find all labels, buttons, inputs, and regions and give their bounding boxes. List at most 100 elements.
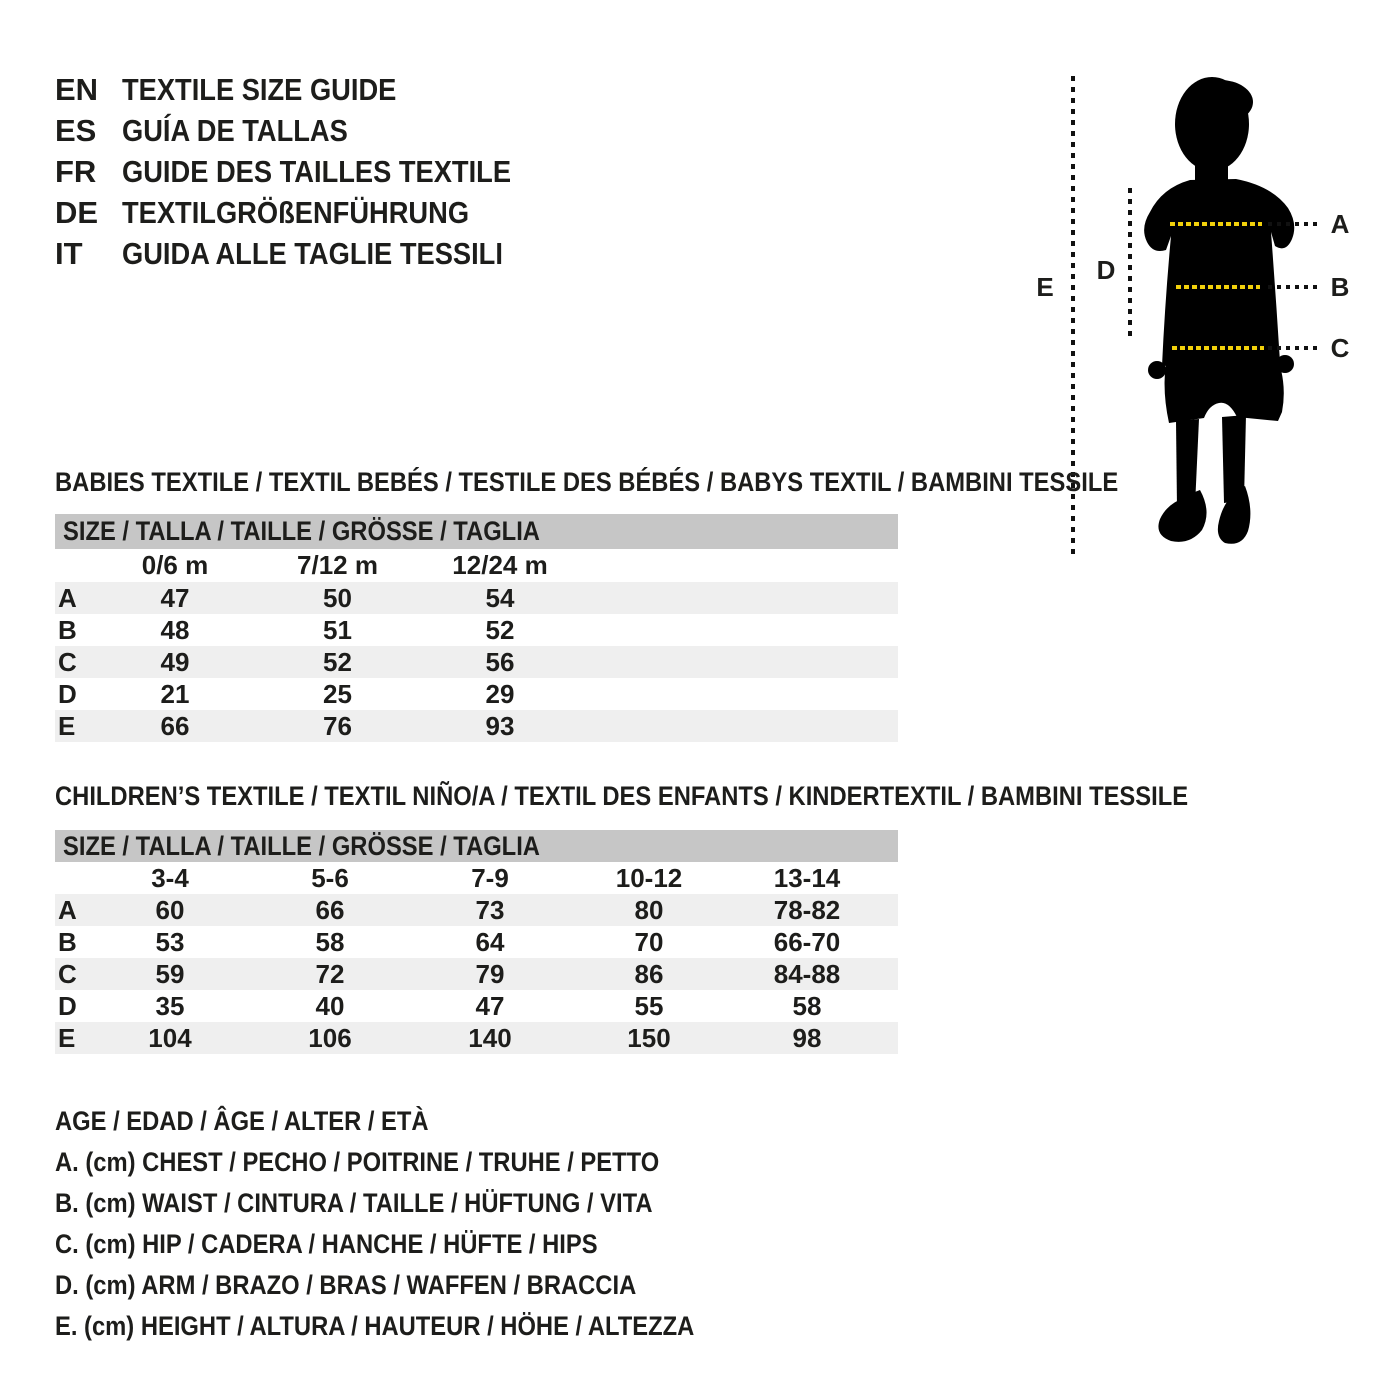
language-row-it: IT GUIDA ALLE TAGLIE TESSILI [55,233,564,274]
value-cell: 25 [323,678,352,709]
value-cell: 59 [155,958,185,989]
value-cell: 58 [792,990,822,1021]
guide-title-es: GUÍA DE TALLAS [122,113,348,148]
value-cell: 50 [323,582,352,613]
row-label: D [58,678,77,709]
column-header: 7/12 m [297,550,378,580]
legend-waist-line: B. (cm) WAIST / CINTURA / TAILLE / HÜFTU… [55,1183,781,1224]
language-row-es: ES GUÍA DE TALLAS [55,110,564,151]
black-dot-segment [1268,346,1322,350]
row-label: A [58,582,77,613]
table-row-c: C 59 72 79 86 84-88 [55,958,898,990]
legend-age-line: AGE / EDAD / ÂGE / ALTER / ETÀ [55,1101,781,1142]
language-code: EN [55,72,99,107]
value-cell: 52 [485,614,515,645]
column-header: 5-6 [311,862,349,893]
babies-section-title-text: BABIES TEXTILE / TEXTIL BEBÉS / TESTILE … [55,467,1119,497]
legend-hip-line: C. (cm) HIP / CADERA / HANCHE / HÜFTE / … [55,1224,781,1265]
language-code: DE [55,195,99,230]
guide-title-en: TEXTILE SIZE GUIDE [122,72,397,107]
row-label: B [58,926,77,957]
value-cell: 70 [634,926,664,957]
value-cell: 53 [155,926,185,957]
value-cell: 60 [155,894,185,925]
babies-size-header-bar: SIZE / TALLA / TAILLE / GRÖSSE / TAGLIA [55,514,898,549]
table-row-d: D 35 40 47 55 58 [55,990,898,1022]
value-cell: 48 [160,614,190,645]
child-silhouette-icon [1144,77,1295,544]
guide-title-it: GUIDA ALLE TAGLIE TESSILI [122,236,503,271]
legend-arm-text: D. (cm) ARM / BRAZO / BRAS / WAFFEN / BR… [55,1270,637,1300]
size-header-text: SIZE / TALLA / TAILLE / GRÖSSE / TAGLIA [63,830,540,861]
black-dot-segment [1268,285,1322,289]
value-cell: 52 [323,646,352,677]
value-cell: 49 [160,646,190,677]
value-cell: 47 [475,990,505,1021]
waist-measure-line-b [1020,285,1395,289]
value-cell: 93 [485,710,515,741]
yellow-dash-segment [1172,346,1264,350]
value-cell: 104 [148,1022,192,1053]
legend-arm-line: D. (cm) ARM / BRAZO / BRAS / WAFFEN / BR… [55,1265,781,1306]
babies-column-headers: 0/6 m 7/12 m 12/24 m [55,549,898,582]
height-dotted-line-e [1071,76,1075,554]
table-row-e: E 104 106 140 150 98 [55,1022,898,1054]
children-size-header-bar: SIZE / TALLA / TAILLE / GRÖSSE / TAGLIA [55,830,898,862]
table-row-e: E 66 76 93 [55,710,898,742]
measure-label-a: A [1330,209,1350,239]
value-cell: 73 [475,894,505,925]
value-cell: 35 [155,990,185,1021]
value-cell: 66 [160,710,190,741]
value-cell: 150 [627,1022,671,1053]
babies-table-body: A 47 50 54 B 48 51 52 C 49 52 56 D [55,582,898,742]
guide-title-fr: GUIDE DES TAILLES TEXTILE [122,154,512,189]
value-cell: 98 [792,1022,822,1053]
table-row-a: A 47 50 54 [55,582,898,614]
table-row-c: C 49 52 56 [55,646,898,678]
value-cell: 64 [475,926,505,957]
measure-label-b: B [1330,272,1350,302]
value-cell: 56 [485,646,515,677]
guide-title-de: TEXTILGRÖßENFÜHRUNG [122,195,470,230]
column-header: 12/24 m [452,550,548,580]
value-cell: 76 [323,710,352,741]
column-header: 0/6 m [141,550,209,580]
header-row: 3-4 5-6 7-9 10-12 13-14 [55,862,898,894]
value-cell: 51 [323,614,352,645]
language-title-block: EN TEXTILE SIZE GUIDE ES GUÍA DE TALLAS … [55,69,564,274]
value-cell: 54 [485,582,515,613]
measure-label-d: D [1096,255,1116,285]
children-section-title-text: CHILDREN’S TEXTILE / TEXTIL NIÑO/A / TEX… [55,781,1189,811]
value-cell: 80 [634,894,664,925]
black-dot-segment [1268,222,1322,226]
measure-label-c: C [1330,333,1350,363]
babies-textile-section: BABIES TEXTILE / TEXTIL BEBÉS / TESTILE … [55,466,1118,756]
table-row-a: A 60 66 73 80 78-82 [55,894,898,926]
children-column-headers: 3-4 5-6 7-9 10-12 13-14 [55,862,898,894]
measurement-figure: A B C D E [1020,60,1395,585]
table-row-b: B 48 51 52 [55,614,898,646]
legend-height-text: E. (cm) HEIGHT / ALTURA / HAUTEUR / HÖHE… [55,1311,695,1341]
row-label: C [58,958,77,989]
value-cell: 47 [160,582,190,613]
value-cell: 58 [315,926,345,957]
row-label: E [58,1022,76,1053]
language-code: FR [55,154,97,189]
table-row-b: B 53 58 64 70 66-70 [55,926,898,958]
value-cell: 29 [485,678,515,709]
value-cell: 72 [315,958,345,989]
value-cell: 66-70 [773,926,841,957]
language-code: IT [55,236,83,271]
hip-measure-line-c [1020,346,1395,350]
row-label: C [58,646,77,677]
value-cell: 21 [160,678,190,709]
chest-measure-line-a [1020,222,1395,226]
value-cell: 40 [315,990,345,1021]
legend-height-line: E. (cm) HEIGHT / ALTURA / HAUTEUR / HÖHE… [55,1306,781,1347]
language-row-de: DE TEXTILGRÖßENFÜHRUNG [55,192,564,233]
arm-dotted-line-d [1128,188,1132,341]
column-header: 3-4 [151,862,189,893]
children-textile-section: CHILDREN’S TEXTILE / TEXTIL NIÑO/A / TEX… [55,780,1188,1070]
legend-waist-text: B. (cm) WAIST / CINTURA / TAILLE / HÜFTU… [55,1188,653,1218]
measurement-legend: AGE / EDAD / ÂGE / ALTER / ETÀ A. (cm) C… [55,1101,781,1347]
